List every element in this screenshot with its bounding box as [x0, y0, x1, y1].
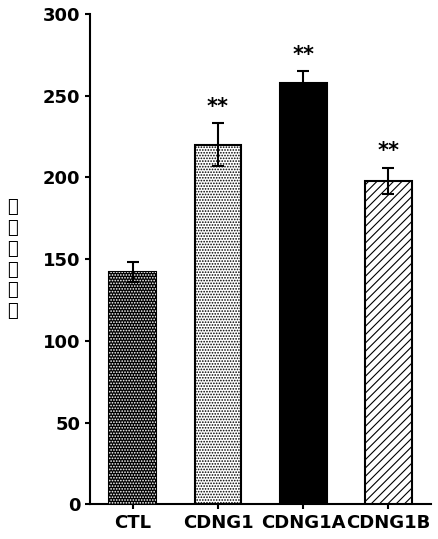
Bar — [280, 82, 327, 505]
Text: **: ** — [378, 141, 399, 161]
Bar — [365, 181, 412, 505]
Text: **: ** — [292, 45, 314, 65]
Bar — [109, 272, 156, 505]
Bar — [194, 144, 241, 505]
Y-axis label: 心
肌
细
胞
计
数: 心 肌 细 胞 计 数 — [7, 198, 18, 320]
Text: **: ** — [207, 97, 229, 117]
Bar — [109, 272, 156, 505]
